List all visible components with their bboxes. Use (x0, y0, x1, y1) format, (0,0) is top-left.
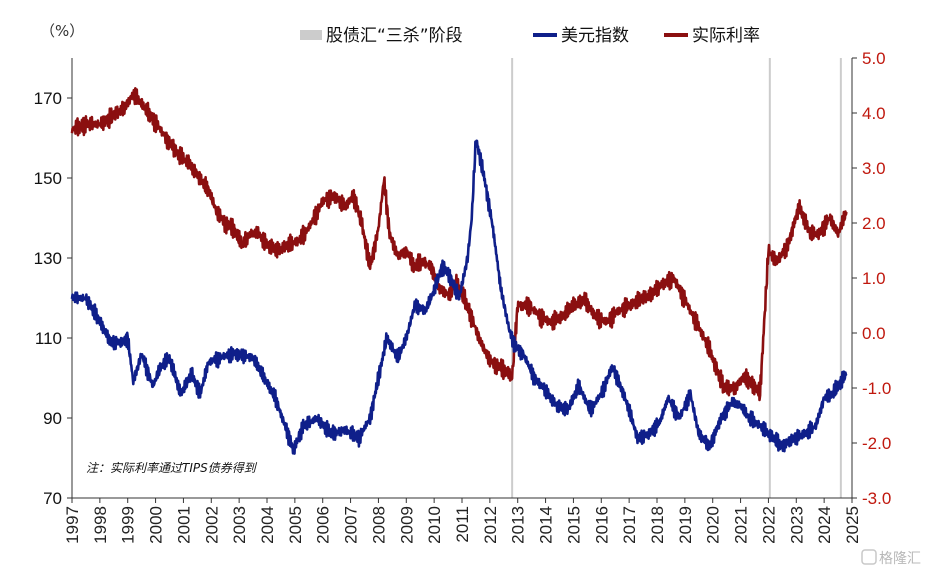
x-tick-label-14: 2011 (453, 506, 472, 543)
left-tick-label-2: 110 (35, 329, 62, 348)
x-tick-label-28: 2025 (843, 506, 862, 544)
x-tick-label-20: 2017 (620, 506, 639, 544)
x-tick-label-16: 2013 (509, 506, 528, 544)
legend-real-label: 实际利率 (692, 26, 760, 46)
x-tick-label-27: 2024 (815, 506, 834, 544)
legend-shade-swatch (300, 30, 322, 40)
x-tick-label-24: 2021 (732, 506, 751, 544)
x-tick-label-15: 2012 (481, 506, 500, 544)
right-axis-ticks: -3.0 -2.0 -1.0 0.0 1.0 2.0 3.0 4.0 5.0 (852, 49, 891, 508)
right-tick-label-0: -3.0 (862, 489, 891, 508)
x-axis-ticks: 1997 1998 1999 2000 2001 2002 2003 2004 2005 2006… (63, 498, 862, 544)
right-tick-label-6: 3.0 (862, 159, 886, 178)
series-dxy-line (70, 139, 848, 455)
legend-shade-label: 股债汇“三杀”阶段 (326, 26, 463, 46)
x-tick-label-3: 2000 (147, 506, 166, 544)
right-tick-label-7: 4.0 (862, 104, 886, 123)
left-tick-label-0: 70 (43, 489, 62, 508)
x-tick-label-18: 2015 (564, 506, 583, 544)
left-tick-label-4: 150 (34, 169, 62, 188)
left-tick-label-5: 170 (34, 89, 62, 108)
series-lines (70, 87, 848, 455)
x-tick-label-12: 2009 (397, 506, 416, 544)
right-tick-label-2: -1.0 (862, 379, 891, 398)
x-tick-label-9: 2006 (314, 506, 333, 544)
left-axis-unit: （%） (40, 22, 84, 40)
x-tick-label-25: 2022 (759, 506, 778, 544)
watermark-logo (861, 549, 877, 565)
series-real-rate-line (70, 87, 848, 402)
x-tick-label-6: 2003 (230, 506, 249, 544)
x-tick-label-22: 2019 (676, 506, 695, 544)
x-tick-label-21: 2018 (648, 506, 667, 544)
shaded-periods (511, 58, 842, 498)
x-tick-label-26: 2023 (787, 506, 806, 544)
x-tick-label-8: 2005 (286, 506, 305, 544)
x-tick-label-5: 2002 (202, 506, 221, 544)
legend: 股债汇“三杀”阶段 美元指数 实际利率 (300, 26, 760, 46)
x-tick-label-23: 2020 (704, 506, 723, 544)
right-tick-label-3: 0.0 (862, 324, 886, 343)
right-tick-label-5: 2.0 (862, 214, 886, 233)
right-tick-label-1: -2.0 (862, 434, 891, 453)
x-tick-label-2: 1999 (119, 506, 138, 544)
x-tick-label-11: 2008 (369, 506, 388, 544)
x-tick-label-10: 2007 (342, 506, 361, 544)
chart-note: 注：实际利率通过TIPS债券得到 (86, 461, 258, 475)
legend-dxy-label: 美元指数 (561, 26, 629, 46)
x-tick-label-0: 1997 (63, 506, 82, 544)
right-tick-label-8: 5.0 (862, 49, 886, 68)
x-tick-label-1: 1998 (91, 506, 110, 544)
watermark-text: 格隆汇 (879, 551, 921, 567)
left-tick-label-3: 130 (34, 249, 62, 268)
right-tick-label-4: 1.0 (862, 269, 886, 288)
left-axis-ticks: 70 90 110 130 150 170 (34, 89, 72, 508)
x-tick-label-17: 2014 (537, 506, 556, 544)
x-tick-label-13: 2010 (425, 506, 444, 544)
x-tick-label-19: 2016 (592, 506, 611, 544)
x-tick-label-7: 2004 (258, 506, 277, 544)
x-tick-label-4: 2001 (174, 506, 193, 544)
left-tick-label-1: 90 (43, 409, 62, 428)
watermark: 格隆汇 (861, 549, 921, 567)
